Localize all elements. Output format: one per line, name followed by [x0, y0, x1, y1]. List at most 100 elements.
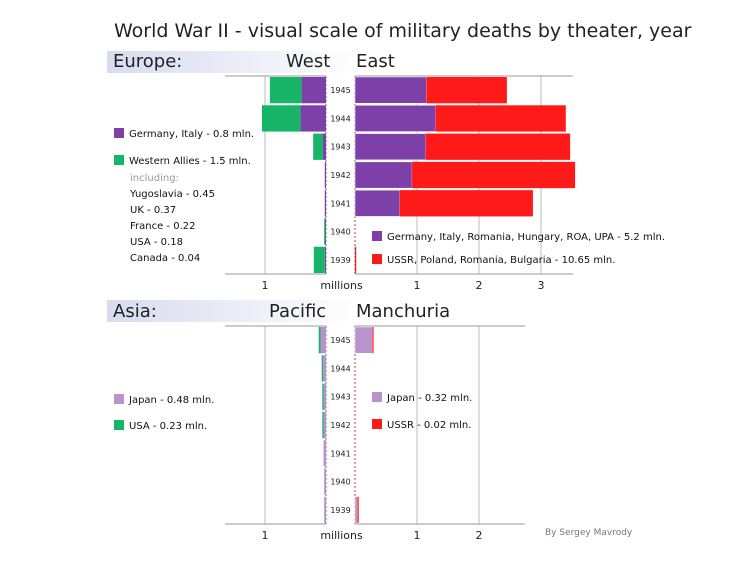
legend-label: USSR, Poland, Romania, Bulgaria - 10.65 …	[387, 255, 616, 266]
europe-year-label: 1942	[330, 171, 350, 180]
legend-item-usa-pacific: USA - 0.23 mln.	[114, 420, 207, 432]
asia-west-bar-a	[322, 411, 326, 439]
europe-east-bar-b	[355, 246, 357, 273]
europe-east-bar-a	[354, 133, 426, 161]
asia-west-bar-a	[324, 496, 326, 523]
europe-west-tick-label: 1	[262, 279, 269, 292]
legend-note-including: including:	[130, 173, 179, 184]
asia-west-bar-b	[322, 383, 324, 410]
legend-item-western-allies: Western Allies - 1.5 mln.	[114, 155, 251, 167]
europe-west-bar-b	[313, 246, 325, 273]
europe-west-bar-a	[324, 246, 326, 273]
europe-west-bar-a	[324, 218, 326, 245]
asia-west-bar-a	[322, 355, 326, 382]
legend-label: Germany, Italy, Romania, Hungary, ROA, U…	[387, 232, 665, 243]
europe-year-label: 1943	[330, 143, 350, 152]
europe-header: Europe:	[113, 51, 183, 72]
legend-note-usa: USA - 0.18	[130, 237, 183, 248]
europe-west-bar-a	[301, 77, 326, 104]
asia-east-bar-b	[357, 496, 359, 523]
asia-year-label: 1942	[330, 421, 350, 430]
europe-x-axis-label: millions	[320, 279, 363, 292]
europe-west-bar-a	[322, 133, 326, 160]
asia-year-label: 1943	[330, 393, 350, 402]
legend-label: Germany, Italy - 0.8 mln.	[129, 129, 255, 140]
credit-text: By Sergey Mavrody	[545, 528, 633, 538]
legend-item-germany-italy: Germany, Italy - 0.8 mln.	[114, 128, 254, 140]
asia-year-label: 1941	[330, 449, 350, 458]
europe-east-tick-label: 2	[476, 279, 483, 292]
asia-east-tick-label: 1	[414, 529, 421, 542]
legend-note-yugoslavia: Yugoslavia - 0.45	[130, 189, 215, 200]
europe-year-label: 1940	[330, 228, 350, 237]
legend-swatch	[372, 419, 382, 429]
europe-east-bar-a	[354, 76, 427, 104]
legend-note-canada: Canada - 0.04	[130, 253, 201, 264]
europe-east-bar-b	[399, 190, 533, 217]
europe-west-bar-b	[313, 133, 323, 160]
asia-header: Asia:	[113, 301, 157, 322]
europe-west-bar-a	[300, 105, 326, 132]
europe-west-bar-b	[261, 105, 301, 132]
europe-east-bar-b	[426, 77, 507, 104]
europe-east-tick-label: 3	[538, 279, 545, 292]
asia-east-bar-b	[372, 327, 374, 354]
asia-west-bar-b	[318, 327, 321, 354]
legend-swatch	[114, 155, 124, 165]
asia-west-bar-a	[324, 468, 326, 495]
asia-header-band	[107, 300, 357, 322]
legend-note-uk: UK - 0.37	[130, 205, 177, 216]
europe-year-label: 1941	[330, 199, 350, 208]
legend-swatch	[114, 420, 124, 430]
legend-label: Western Allies - 1.5 mln.	[129, 156, 251, 167]
legend-item-ussr-manchuria: USSR - 0.02 mln.	[372, 419, 471, 431]
asia-east-bar-a	[354, 326, 373, 354]
legend-label: USA - 0.23 mln.	[129, 421, 208, 432]
legend-swatch	[372, 392, 382, 402]
legend-swatch	[372, 231, 382, 241]
europe-year-label: 1939	[330, 256, 350, 265]
legend-note-france: France - 0.22	[130, 221, 196, 232]
europe-east-bar-b	[435, 105, 566, 132]
europe-east-bar-a	[354, 105, 436, 132]
asia-x-axis-label: millions	[320, 529, 363, 542]
europe-east-label: East	[356, 51, 395, 72]
europe-year-label: 1945	[330, 86, 350, 95]
legend-item-axis-east: Germany, Italy, Romania, Hungary, ROA, U…	[372, 231, 665, 243]
asia-east-label: Manchuria	[356, 301, 451, 322]
europe-west-label: West	[286, 51, 331, 72]
europe-east-bar-b	[425, 133, 571, 160]
legend-swatch	[114, 394, 124, 404]
europe-west-bar-a	[324, 161, 326, 189]
europe-west-bar-b	[324, 218, 326, 245]
asia-west-label: Pacific	[269, 301, 327, 322]
europe-east-bar-a	[354, 189, 400, 217]
legend-item-ussr: USSR, Poland, Romania, Bulgaria - 10.65 …	[372, 254, 615, 266]
asia-west-tick-label: 1	[262, 529, 269, 542]
asia-west-bar-b	[322, 411, 324, 439]
europe-year-label: 1944	[330, 114, 350, 123]
legend-item-japan-manchuria: Japan - 0.32 mln.	[372, 392, 472, 404]
asia-west-bar-b	[321, 355, 323, 382]
asia-east-tick-label: 2	[476, 529, 483, 542]
asia-year-label: 1939	[330, 506, 350, 515]
europe-west-bar-a	[324, 190, 326, 217]
legend-item-japan-pacific: Japan - 0.48 mln.	[114, 394, 214, 406]
europe-header-band	[107, 51, 357, 73]
asia-year-label: 1945	[330, 336, 350, 345]
europe-east-bar-a	[354, 161, 413, 189]
legend-swatch	[114, 128, 124, 138]
asia-year-label: 1944	[330, 364, 350, 373]
asia-east-bar-a	[354, 496, 358, 524]
legend-label: Japan - 0.32 mln.	[387, 393, 473, 404]
asia-west-bar-a	[322, 383, 326, 410]
europe-east-bar-b	[412, 161, 576, 189]
europe-west-bar-b	[269, 77, 302, 104]
legend-swatch	[372, 254, 382, 264]
chart-title: World War II - visual scale of military …	[114, 20, 692, 42]
legend-label: Japan - 0.48 mln.	[129, 395, 215, 406]
asia-west-bar-a	[323, 440, 326, 467]
europe-east-tick-label: 1	[414, 279, 421, 292]
asia-west-bar-a	[320, 327, 326, 354]
